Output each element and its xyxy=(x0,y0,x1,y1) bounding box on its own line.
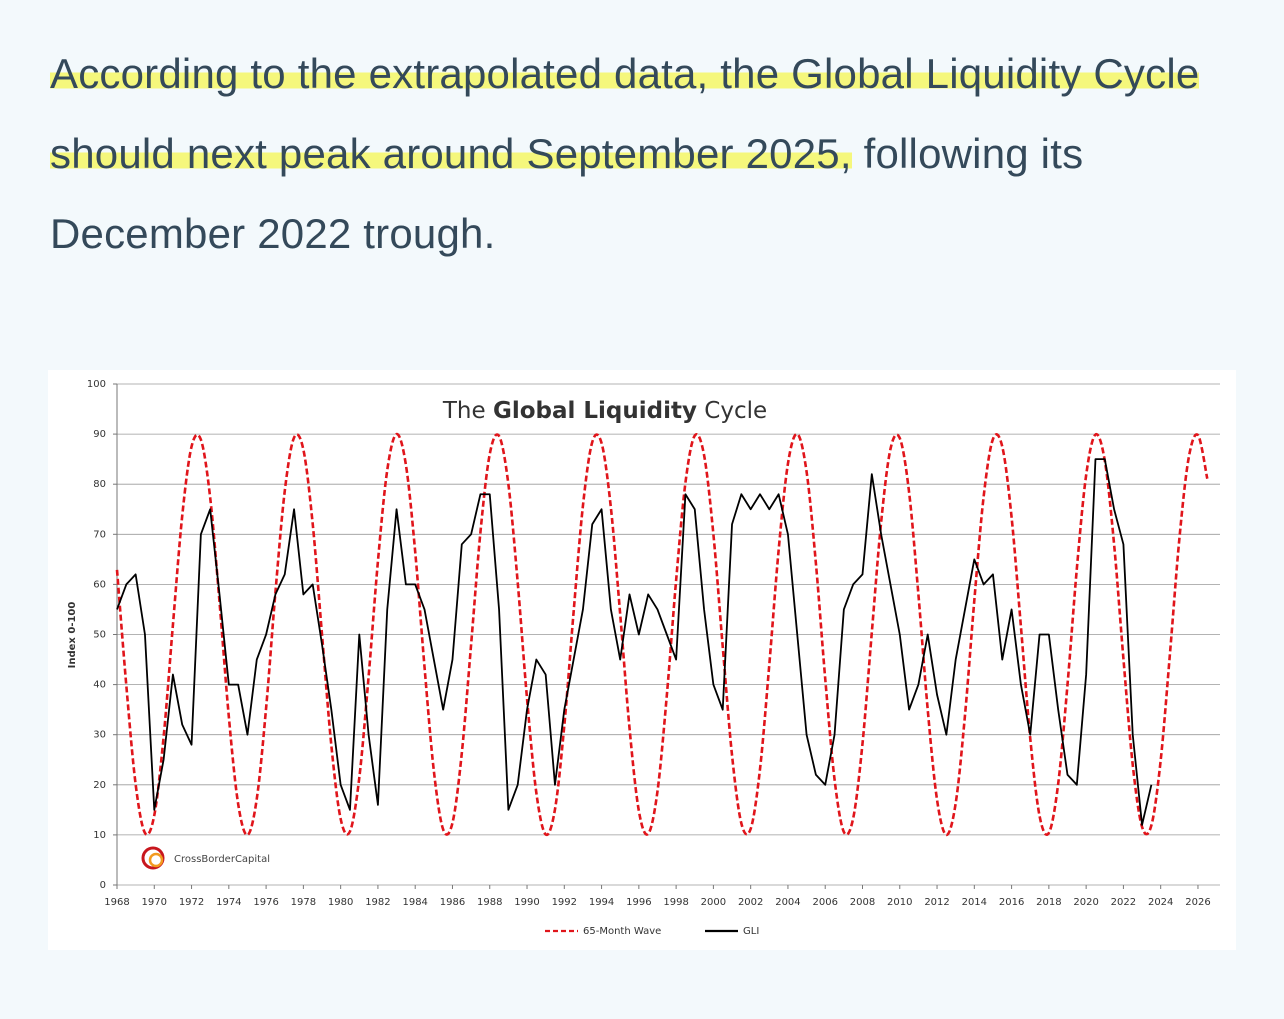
legend-label: GLI xyxy=(743,926,759,937)
logo-text: CrossBorderCapital xyxy=(174,854,270,865)
x-tick-label: 1978 xyxy=(291,897,316,908)
y-axis-label: Index 0-100 xyxy=(67,602,78,669)
x-tick-label: 1982 xyxy=(365,897,390,908)
line-series xyxy=(116,458,1153,826)
text: following its December 2022 trough. xyxy=(50,130,1084,257)
line-series xyxy=(115,432,1209,837)
x-tick-label: 1974 xyxy=(216,897,241,908)
title-part: Cycle xyxy=(704,398,767,424)
x-tick-label: 2010 xyxy=(887,897,912,908)
y-tick-label: 90 xyxy=(93,429,106,440)
x-tick-label: 1972 xyxy=(179,897,204,908)
x-tick-label: 1996 xyxy=(626,897,651,908)
post-text: According to the extrapolated data, the … xyxy=(50,34,1250,274)
y-tick-label: 40 xyxy=(93,680,106,691)
x-tick-label: 2004 xyxy=(775,897,800,908)
x-tick-label: 1986 xyxy=(440,897,465,908)
x-tick-label: 1998 xyxy=(663,897,688,908)
x-tick-label: 2008 xyxy=(850,897,875,908)
x-tick-label: 1984 xyxy=(402,897,427,908)
y-tick-label: 60 xyxy=(93,579,106,590)
x-tick-label: 1994 xyxy=(589,897,614,908)
x-tick-label: 1968 xyxy=(104,897,129,908)
legend-label: 65-Month Wave xyxy=(583,926,661,937)
y-tick-label: 100 xyxy=(87,379,106,390)
y-tick-label: 30 xyxy=(93,730,106,741)
x-tick-label: 1988 xyxy=(477,897,502,908)
x-tick-label: 1990 xyxy=(514,897,539,908)
logo-icon xyxy=(141,846,165,870)
x-tick-label: 1992 xyxy=(552,897,577,908)
y-tick-label: 50 xyxy=(93,630,106,641)
chart: The Global Liquidity Cycle Index 0-100 C… xyxy=(67,379,1220,937)
title-part: Global Liquidity xyxy=(493,398,697,424)
x-tick-label: 2006 xyxy=(812,897,837,908)
x-tick-label: 2000 xyxy=(701,897,726,908)
x-tick-label: 2002 xyxy=(738,897,763,908)
x-tick-label: 2020 xyxy=(1073,897,1098,908)
y-tick-label: 70 xyxy=(93,529,106,540)
x-tick-label: 2026 xyxy=(1185,897,1210,908)
x-tick-label: 2024 xyxy=(1148,897,1173,908)
chart-title: The Global Liquidity Cycle xyxy=(442,398,767,424)
y-tick-label: 0 xyxy=(100,880,106,891)
x-tick-label: 2014 xyxy=(962,897,987,908)
y-tick-label: 20 xyxy=(93,780,106,791)
y-tick-label: 10 xyxy=(93,830,106,841)
x-tick-label: 1970 xyxy=(142,897,167,908)
x-tick-label: 2012 xyxy=(924,897,949,908)
x-tick-label: 2018 xyxy=(1036,897,1061,908)
x-tick-label: 2016 xyxy=(999,897,1024,908)
x-tick-label: 2022 xyxy=(1111,897,1136,908)
x-tick-label: 1976 xyxy=(253,897,278,908)
y-tick-label: 80 xyxy=(93,479,106,490)
x-tick-label: 1980 xyxy=(328,897,353,908)
title-part: The xyxy=(442,398,486,424)
